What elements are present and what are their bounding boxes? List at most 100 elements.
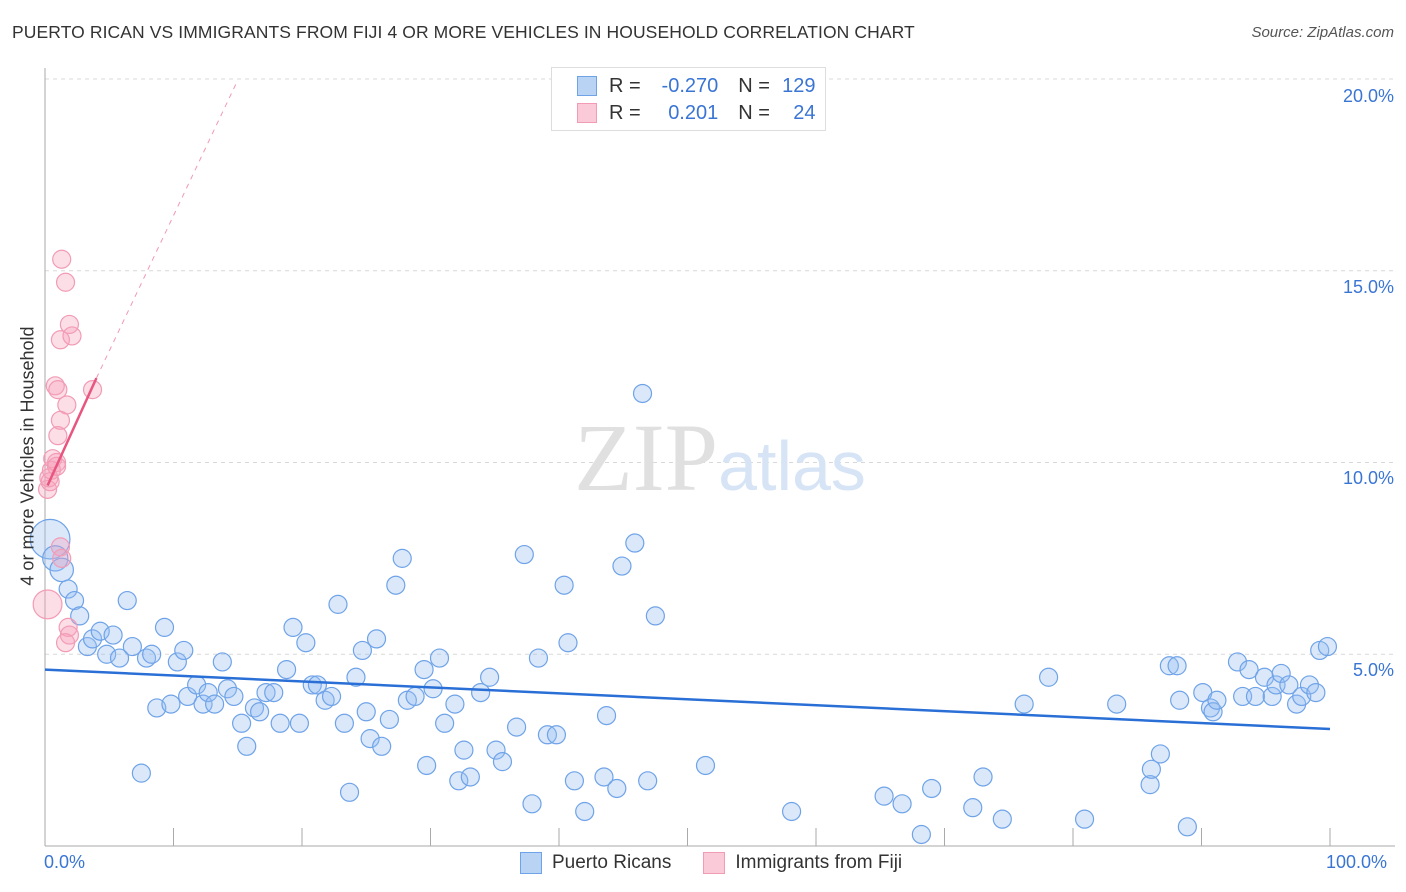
puerto-rican-point <box>528 648 549 668</box>
puerto-rican-point <box>212 652 232 672</box>
grid-lines <box>45 78 1395 655</box>
watermark: ZIPatlas <box>574 404 866 511</box>
puerto-rican-point <box>486 740 506 760</box>
r-value: 0.201 <box>668 101 719 124</box>
puerto-rican-point <box>58 579 78 599</box>
trend-lines <box>44 82 1331 731</box>
puerto-rican-point <box>321 686 342 707</box>
puerto-rican-point <box>480 667 500 687</box>
fiji-trend-extension <box>95 82 237 379</box>
puerto-rican-point <box>612 556 632 576</box>
x-tick-label: 100.0% <box>1326 852 1388 872</box>
puerto-rican-point <box>224 686 244 707</box>
puerto-rican-point <box>1141 759 1161 779</box>
r-label: R = <box>609 101 641 124</box>
correlation-legend: R = -0.270 N = 129 R = 0.201 N = 24 <box>551 67 826 131</box>
fiji-point <box>58 617 78 638</box>
puerto-rican-point <box>445 694 465 714</box>
puerto-rican-point <box>454 740 474 760</box>
x-tick-label: 0.0% <box>44 852 86 872</box>
puerto-rican-point <box>289 713 310 733</box>
puerto-rican-point <box>522 794 542 814</box>
puerto-rican-point <box>1038 667 1059 687</box>
fiji-point <box>62 326 82 346</box>
fiji-point <box>32 589 63 620</box>
puerto-rican-point <box>302 675 322 695</box>
fiji-point <box>50 330 71 350</box>
puerto-rican-point <box>405 686 425 707</box>
puerto-rican-point <box>328 594 348 614</box>
puerto-rican-point <box>1292 686 1312 707</box>
puerto-rican-point <box>283 617 303 638</box>
fiji-point <box>55 633 76 653</box>
puerto-rican-point <box>1203 702 1223 722</box>
puerto-rican-point <box>973 767 993 787</box>
puerto-rican-point <box>174 640 194 661</box>
n-label: N = <box>738 101 770 124</box>
puerto-rican-point <box>414 659 434 680</box>
puerto-rican-point <box>122 636 142 657</box>
puerto-rican-point <box>167 652 187 672</box>
puerto-rican-point <box>596 706 617 726</box>
legend-row-fiji: R = 0.201 N = 24 <box>577 100 816 126</box>
puerto-rican-point <box>142 644 162 664</box>
puerto-rican-point <box>352 640 372 661</box>
puerto-rican-point <box>781 801 802 822</box>
puerto-rican-point <box>372 736 392 756</box>
puerto-rican-point <box>417 755 437 776</box>
puerto-rican-point <box>249 702 270 722</box>
puerto-rican-point <box>1271 663 1291 684</box>
puerto-rican-point <box>1014 694 1034 714</box>
puerto-rican-point <box>366 629 387 649</box>
legend-row-puerto-ricans: R = -0.270 N = 129 <box>577 73 816 99</box>
puerto-rican-point <box>117 590 137 611</box>
puerto-rican-point <box>193 694 213 714</box>
puerto-rican-point <box>198 682 218 703</box>
puerto-rican-point <box>514 544 534 565</box>
puerto-rican-point <box>237 736 257 756</box>
series-legend: Puerto Ricans Immigrants from Fiji <box>520 852 902 874</box>
puerto-rican-point <box>296 633 316 653</box>
puerto-rican-point <box>554 575 574 595</box>
puerto-rican-point <box>70 606 90 626</box>
r-value: -0.270 <box>661 74 719 97</box>
puerto-rican-point <box>874 786 894 806</box>
puerto-rican-point <box>1227 652 1248 672</box>
legend-swatch-blue <box>520 852 542 874</box>
puerto-rican-point <box>1306 682 1326 703</box>
puerto-rican-point <box>449 771 469 791</box>
puerto-rican-point <box>1107 694 1127 714</box>
puerto-rican-point <box>632 383 653 404</box>
puerto-rican-point <box>992 809 1012 829</box>
puerto-rican-point <box>339 782 360 802</box>
puerto-rican-point <box>392 548 412 568</box>
puerto-rican-point <box>346 667 366 687</box>
fiji-point <box>57 395 77 415</box>
puerto-rican-point <box>645 606 665 626</box>
puerto-rican-point <box>232 713 252 733</box>
puerto-rican-point <box>546 725 567 745</box>
puerto-rican-point <box>154 617 175 638</box>
fiji-trend-line <box>46 377 98 487</box>
puerto-rican-point <box>1207 690 1227 710</box>
puerto-rican-trend-line <box>44 668 1331 731</box>
puerto-rican-point <box>256 682 276 703</box>
y-tick-label: 20.0% <box>1342 86 1394 106</box>
fiji-point <box>59 314 80 335</box>
puerto-rican-point <box>435 713 455 733</box>
puerto-rican-point <box>1074 809 1095 829</box>
puerto-rican-point <box>97 644 117 664</box>
r-label: R = <box>609 74 641 97</box>
puerto-rican-point <box>379 709 399 730</box>
fiji-point <box>82 380 103 400</box>
puerto-rican-point <box>276 659 297 680</box>
y-tick-label: 15.0% <box>1342 277 1394 297</box>
puerto-rican-point <box>1279 675 1299 695</box>
puerto-rican-point <box>892 794 912 814</box>
y-tick-label: 10.0% <box>1342 468 1394 488</box>
puerto-rican-point <box>1299 675 1320 695</box>
puerto-rican-point <box>638 771 658 791</box>
y-axis-label: 4 or more Vehicles in Household <box>17 326 38 586</box>
fiji-point <box>55 272 76 292</box>
